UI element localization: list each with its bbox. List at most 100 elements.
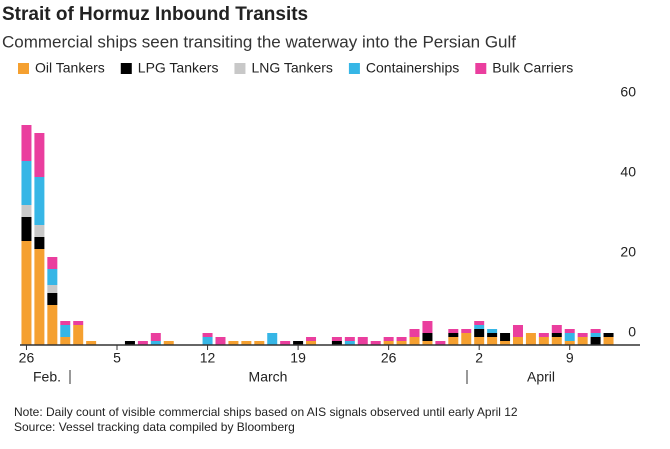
month-label: Feb. <box>33 369 61 385</box>
bar-segment <box>21 161 32 205</box>
month-label: March <box>249 369 288 385</box>
bar-segment <box>331 337 342 341</box>
bar-segment <box>60 321 71 325</box>
bar-segment <box>73 321 84 325</box>
bar-segment <box>551 333 562 337</box>
bar-segment <box>603 337 614 345</box>
bar-segment <box>34 177 45 225</box>
bar-segment <box>331 341 342 345</box>
bar-segment <box>228 341 239 345</box>
bar-segment <box>396 337 407 341</box>
note: Note: Daily count of visible commercial … <box>14 405 518 419</box>
bar-segment <box>267 333 278 345</box>
bar-segment <box>202 337 213 345</box>
bar-segment <box>34 133 45 177</box>
bar-segment <box>306 341 317 345</box>
x-tick-label: 9 <box>566 350 574 366</box>
x-tick-label: 26 <box>19 350 35 366</box>
bar-segment <box>383 341 394 345</box>
bar-segment <box>47 285 58 293</box>
bar-segment <box>21 217 32 241</box>
x-tick-label: 19 <box>290 350 306 366</box>
bar-segment <box>86 341 97 345</box>
chart-title: Strait of Hormuz Inbound Transits <box>2 4 308 25</box>
bar-segment <box>564 341 575 345</box>
bar-segment <box>538 333 549 337</box>
bar-segment <box>538 337 549 345</box>
bar-segment <box>47 293 58 305</box>
month-label: April <box>527 369 555 385</box>
bar-segment <box>577 337 588 345</box>
bar-segment <box>435 341 446 345</box>
bar-segment <box>73 325 84 345</box>
bar-segment <box>409 329 420 337</box>
bar-segment <box>124 341 135 345</box>
bar-segment <box>280 341 291 345</box>
bar-segment <box>525 333 536 345</box>
legend-swatch <box>18 63 29 74</box>
bar-segment <box>357 337 368 345</box>
bar-segment <box>396 341 407 345</box>
bar-segment <box>21 125 32 161</box>
bar-segment <box>474 329 485 337</box>
bar-segment <box>150 333 161 341</box>
legend-label: LPG Tankers <box>138 60 219 76</box>
source: Source: Vessel tracking data compiled by… <box>14 420 295 434</box>
bar-segment <box>448 329 459 333</box>
chart-subtitle: Commercial ships seen transiting the wat… <box>2 32 516 51</box>
bar-segment <box>422 341 433 345</box>
bar-segment <box>422 321 433 333</box>
bar-segment <box>512 325 523 337</box>
y-tick-label: 0 <box>628 324 636 340</box>
bar-segment <box>163 341 174 345</box>
legend-label: Oil Tankers <box>35 60 105 76</box>
bar-segment <box>47 305 58 345</box>
bar-segment <box>500 333 511 341</box>
x-tick-label: 5 <box>113 350 121 366</box>
x-tick-label: 12 <box>200 350 216 366</box>
bar-segment <box>383 337 394 341</box>
y-tick-label: 40 <box>620 164 636 180</box>
bar-segment <box>34 225 45 237</box>
legend-swatch <box>234 63 246 74</box>
bar-segment <box>564 329 575 333</box>
bar-segment <box>564 333 575 341</box>
bar-segment <box>293 341 304 345</box>
bar-segment <box>461 329 472 333</box>
x-tick-label: 2 <box>475 350 483 366</box>
bar-segment <box>202 333 213 337</box>
bar-segment <box>474 337 485 345</box>
bar-segment <box>215 337 226 345</box>
bar-segment <box>409 337 420 345</box>
bar-segment <box>370 341 381 345</box>
bar-segment <box>474 325 485 329</box>
bar-segment <box>448 333 459 337</box>
bar-segment <box>344 337 355 341</box>
legend-label: LNG Tankers <box>251 60 332 76</box>
bar-segment <box>21 205 32 217</box>
bar-segment <box>60 337 71 345</box>
bar-segment <box>47 269 58 285</box>
bar-segment <box>254 341 265 345</box>
bar-segment <box>487 329 498 333</box>
legend-swatch <box>348 63 360 74</box>
bar-segment <box>137 341 148 345</box>
bar-segment <box>34 249 45 345</box>
bar-segment <box>241 341 252 345</box>
bar-segment <box>461 333 472 345</box>
bar-segment <box>344 341 355 345</box>
bar-segment <box>590 329 601 333</box>
bar-segment <box>590 337 601 345</box>
bar-segment <box>577 333 588 337</box>
x-tick-label: 26 <box>381 350 397 366</box>
bar-segment <box>306 337 317 341</box>
bar-segment <box>422 333 433 341</box>
bar-segment <box>603 333 614 337</box>
y-tick-label: 20 <box>620 244 636 260</box>
legend-swatch <box>120 63 132 74</box>
bar-segment <box>474 321 485 325</box>
bar-segment <box>21 241 32 345</box>
bar-segment <box>551 337 562 345</box>
legend-swatch <box>475 63 487 74</box>
